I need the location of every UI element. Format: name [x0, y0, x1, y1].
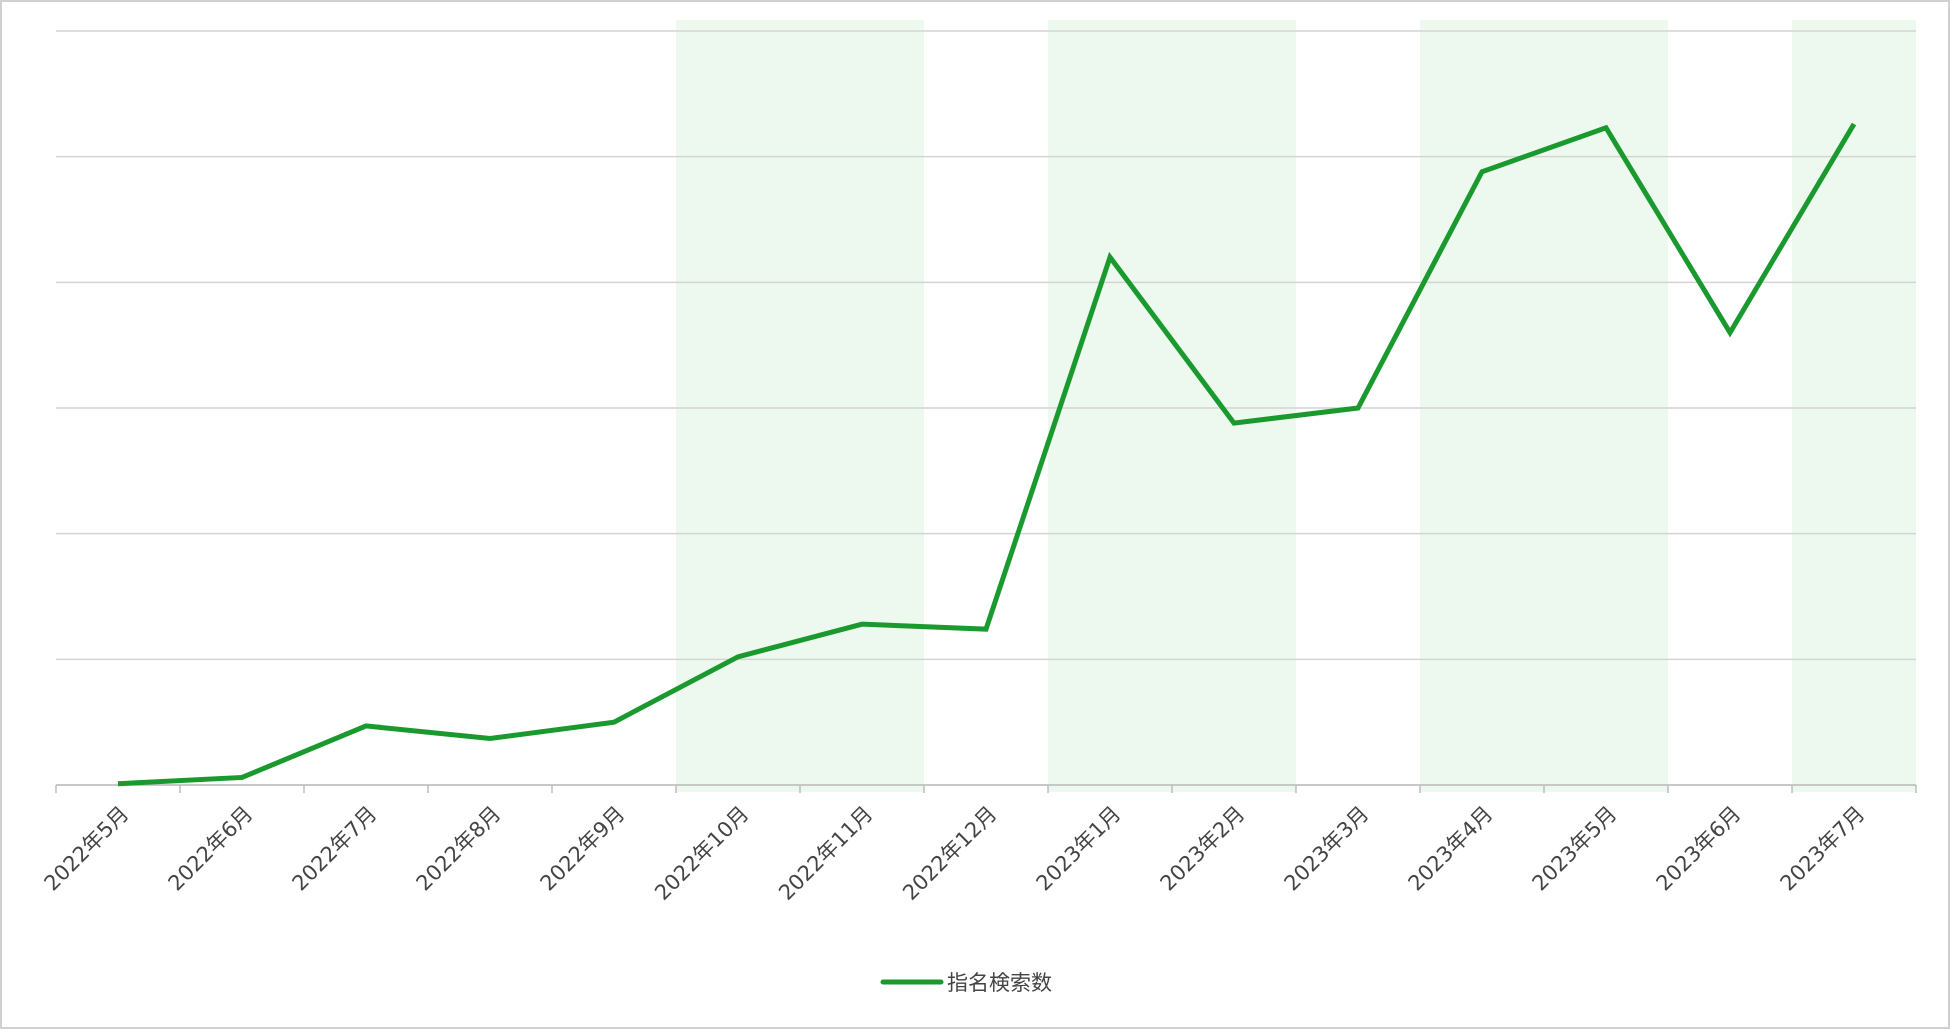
highlight-band — [1792, 20, 1916, 792]
highlight-band — [1048, 20, 1296, 792]
highlight-band — [1420, 20, 1668, 792]
legend-label: 指名検索数 — [947, 971, 1052, 995]
highlight-band — [676, 20, 924, 792]
data-line — [117, 122, 1857, 787]
